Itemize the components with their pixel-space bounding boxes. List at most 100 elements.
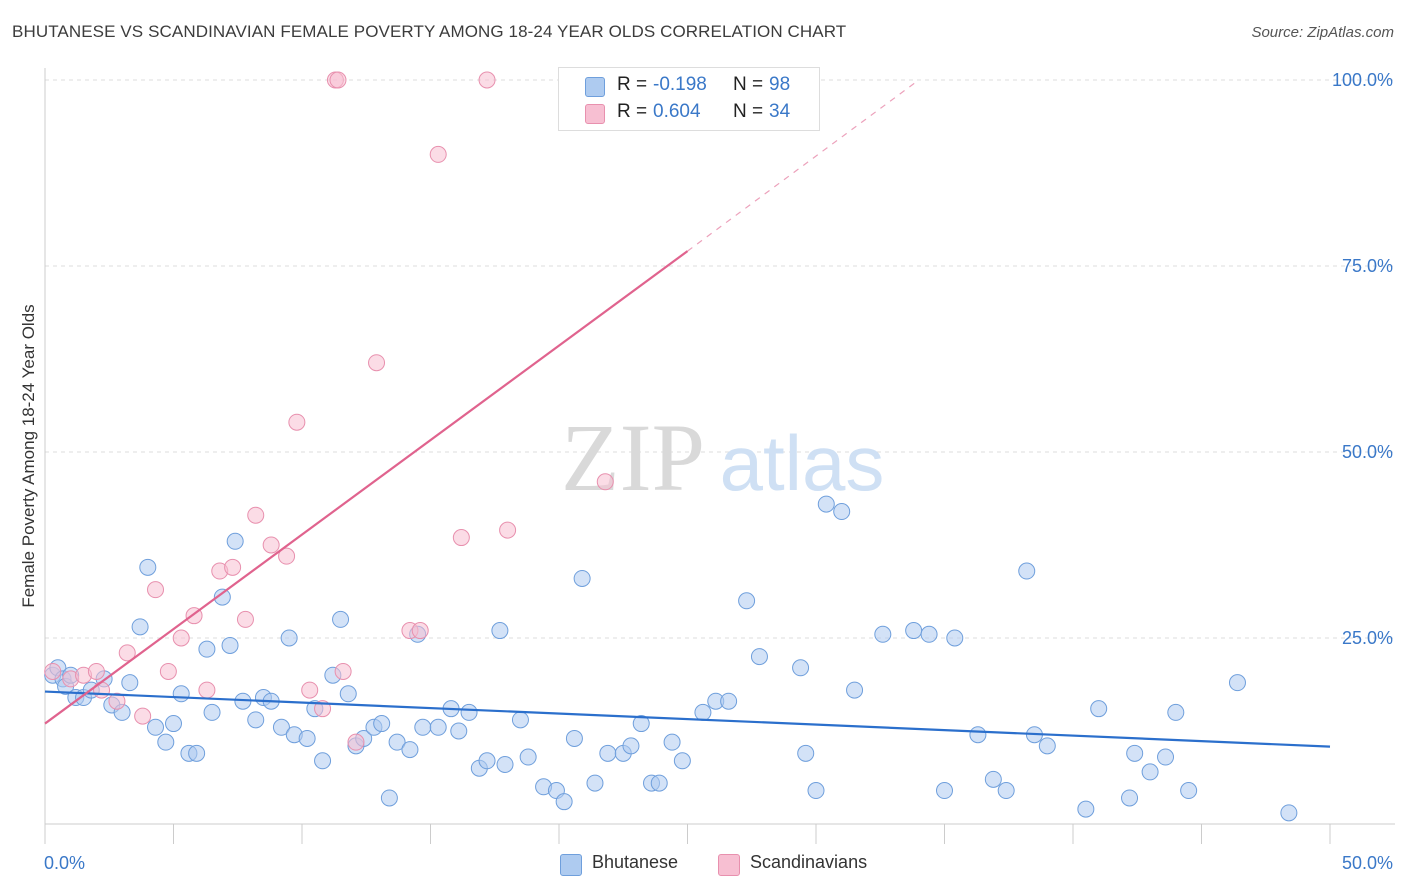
bhutanese-point <box>750 648 768 666</box>
series-swatch-scandinavian <box>718 854 740 876</box>
series-swatch-bhutanese <box>560 854 582 876</box>
scandinavian-point <box>198 681 216 699</box>
scandinavian-point <box>411 622 429 640</box>
trend-lines <box>44 79 1331 748</box>
bhutanese-point <box>997 782 1015 800</box>
scandinavian-point <box>236 610 254 628</box>
bhutanese-point <box>1038 737 1056 755</box>
bhutanese-point <box>121 674 139 692</box>
watermark-zip: ZIP <box>561 404 705 511</box>
scandinavian-point <box>108 692 126 710</box>
legend-r-value: 0.604 <box>653 101 701 122</box>
bhutanese-point <box>314 752 332 770</box>
scandinavian-point <box>172 629 190 647</box>
scandinavian-point <box>429 145 447 163</box>
y-axis-label: Female Poverty Among 18-24 Year Olds <box>19 304 38 607</box>
bhutanese-point <box>373 715 391 733</box>
bhutanese-point <box>380 789 398 807</box>
bhutanese-point <box>157 733 175 751</box>
scandinavian-point <box>118 644 136 662</box>
bhutanese-point <box>817 495 835 513</box>
bhutanese-point <box>460 703 478 721</box>
legend-n-value: 98 <box>769 74 791 95</box>
bhutanese-point <box>226 532 244 550</box>
y-tick-label: 75.0% <box>1342 256 1393 276</box>
bhutanese-point <box>165 715 182 733</box>
trend-line <box>44 690 1331 748</box>
bhutanese-point <box>599 744 617 762</box>
scandinavian-point <box>278 547 296 565</box>
scandinavian-points <box>44 71 614 751</box>
bhutanese-point <box>1090 700 1108 718</box>
bhutanese-point <box>339 685 357 703</box>
scandinavian-point <box>159 662 177 680</box>
scandinavian-point <box>247 506 265 524</box>
chart-title: BHUTANESE VS SCANDINAVIAN FEMALE POVERTY… <box>12 22 847 41</box>
trend-line <box>44 250 689 725</box>
scandinavian-point <box>301 681 319 699</box>
watermark: ZIP atlas <box>561 404 884 511</box>
bhutanese-points <box>44 495 1298 822</box>
scandinavian-point <box>288 413 306 431</box>
bhutanese-point <box>720 692 738 710</box>
scandinavian-point <box>499 521 517 539</box>
x-tick-label: 0.0% <box>44 853 85 873</box>
bhutanese-point <box>478 752 496 770</box>
bhutanese-point <box>1180 782 1198 800</box>
bhutanese-point <box>874 625 892 643</box>
scandinavian-point <box>368 354 386 372</box>
bhutanese-point <box>797 744 815 762</box>
scandinavian-point <box>147 581 165 599</box>
scandinavian-point <box>334 662 352 680</box>
bhutanese-point <box>905 622 923 640</box>
bhutanese-point <box>332 610 350 628</box>
scandinavian-point <box>329 71 347 89</box>
scandinavian-point <box>347 733 365 751</box>
scandinavian-point <box>452 529 470 547</box>
bhutanese-point <box>519 748 537 766</box>
y-tick-label: 100.0% <box>1332 70 1393 90</box>
legend-r-label: R = <box>617 101 648 122</box>
scandinavian-point <box>596 473 614 491</box>
bhutanese-point <box>147 718 165 736</box>
scandinavian-point <box>87 662 105 680</box>
bhutanese-point <box>188 744 206 762</box>
bhutanese-point <box>1121 789 1139 807</box>
bhutanese-point <box>131 618 149 636</box>
bhutanese-point <box>984 770 1002 788</box>
legend-swatch-bhutanese <box>585 77 605 97</box>
bhutanese-point <box>694 703 712 721</box>
gridlines <box>45 79 1395 639</box>
bhutanese-point <box>401 741 419 759</box>
bhutanese-point <box>511 711 529 729</box>
legend-n-label: N = <box>733 101 764 122</box>
bhutanese-point <box>586 774 604 792</box>
legend-n-label: N = <box>733 74 764 95</box>
bhutanese-point <box>221 636 239 654</box>
bhutanese-point <box>203 703 221 721</box>
legend-r-label: R = <box>617 74 648 95</box>
legend-r-value: -0.198 <box>653 74 707 95</box>
bhutanese-point <box>1141 763 1159 781</box>
bhutanese-point <box>622 737 640 755</box>
bhutanese-point <box>414 718 432 736</box>
bhutanese-point <box>936 782 953 800</box>
bhutanese-point <box>496 755 514 773</box>
bhutanese-point <box>429 718 447 736</box>
bhutanese-point <box>807 782 825 800</box>
bhutanese-point <box>172 685 190 703</box>
bhutanese-point <box>650 774 668 792</box>
scandinavian-point <box>478 71 496 89</box>
legend-swatch-scandinavian <box>585 104 605 124</box>
bhutanese-point <box>920 625 938 643</box>
scandinavian-point <box>134 707 152 725</box>
bhutanese-point <box>388 733 406 751</box>
bhutanese-point <box>565 729 583 747</box>
bhutanese-point <box>673 752 691 770</box>
bhutanese-point <box>1126 744 1144 762</box>
bhutanese-point <box>792 659 810 677</box>
y-tick-label: 50.0% <box>1342 442 1393 462</box>
bhutanese-point <box>1167 703 1185 721</box>
bhutanese-point <box>833 503 851 521</box>
bhutanese-point <box>1228 674 1246 692</box>
